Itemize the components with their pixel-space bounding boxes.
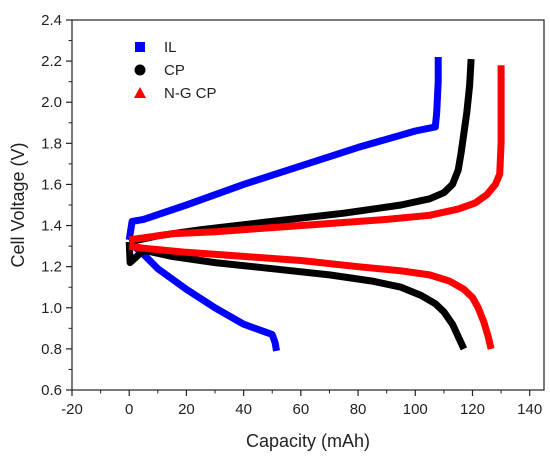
series-il-discharge-line [126,239,280,352]
x-tick-label: 120 [460,401,485,418]
legend-marker-cp [134,64,146,76]
series-il-charge-line [125,57,442,241]
legend: IL CP N-G CP [134,39,217,102]
y-axis: 0.6 0.8 1.0 1.2 1.4 1.6 1.8 2.0 2.2 2.4 [41,12,72,399]
y-tick-label: 1.4 [41,218,62,235]
x-axis: -20 0 20 40 60 80 100 120 140 [61,390,542,418]
y-tick-label: 2.0 [41,94,62,111]
legend-label-n-g-cp: N-G CP [164,85,217,102]
series-n-g-cp-discharge-line [128,242,495,350]
x-tick-label: 140 [517,401,542,418]
y-tick-label: 2.2 [41,53,62,70]
x-tick-label: 60 [293,401,310,418]
y-tick-label: 0.6 [41,382,62,399]
legend-marker-n-g-cp [134,87,146,98]
y-axis-title: Cell Voltage (V) [8,142,28,267]
series-cp-charge-line [128,58,475,246]
series-layer [125,57,505,352]
x-tick-label: -20 [61,401,83,418]
x-tick-label: 40 [235,401,252,418]
y-tick-label: 1.8 [41,135,62,152]
x-tick-label: 20 [178,401,195,418]
x-tick-label: 80 [350,401,367,418]
x-axis-title: Capacity (mAh) [246,431,370,451]
legend-label-cp: CP [164,62,185,79]
legend-label-il: IL [164,39,177,56]
y-tick-label: 0.8 [41,341,62,358]
y-tick-label: 1.6 [41,176,62,193]
y-tick-label: 1.0 [41,300,62,317]
legend-marker-il [135,42,145,52]
y-tick-label: 1.2 [41,259,62,276]
x-tick-label: 0 [125,401,133,418]
x-tick-label: 100 [403,401,428,418]
series-n-g-cp-charge-line [128,65,505,244]
y-tick-label: 2.4 [41,12,62,29]
